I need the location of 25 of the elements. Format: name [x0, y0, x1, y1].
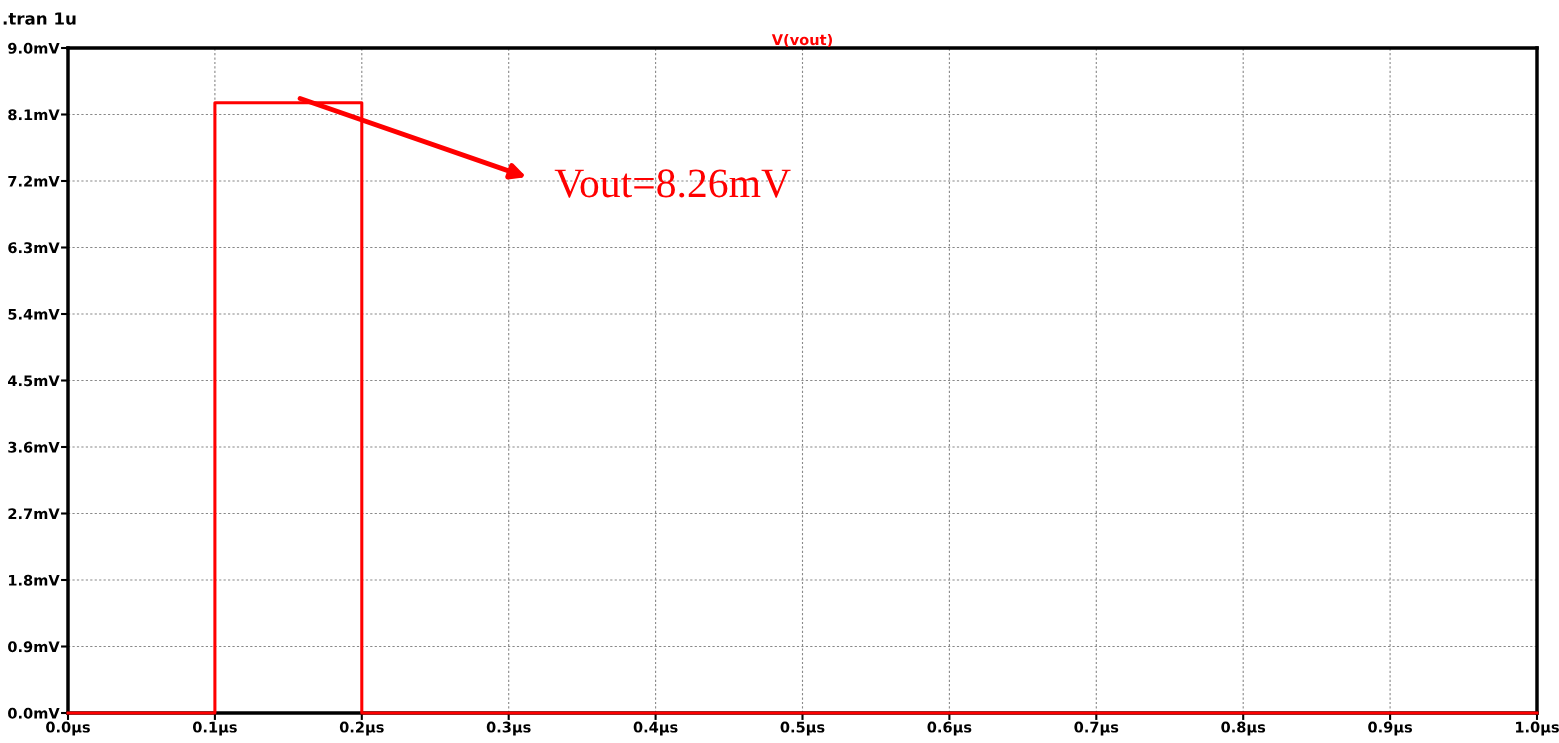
y-tick-label: 5.4mV: [8, 308, 60, 320]
text: .tran 1u: [3, 12, 76, 25]
chart-title: V(vout): [771, 33, 832, 47]
annotation: Vout=8.26mV: [554, 169, 791, 198]
y-tick-label: 2.7mV: [8, 508, 60, 520]
y-tick-label: 3.6mV: [8, 441, 60, 453]
y-tick-label: 6.3mV: [8, 242, 60, 254]
y-tick-label: 4.5mV: [8, 375, 60, 387]
y-tick-label: 9.0mV: [8, 42, 60, 54]
y-tick-label: 7.2mV: [8, 175, 60, 187]
x-tick-label: 0.6µs: [927, 721, 972, 736]
y-tick-label: 8.1mV: [8, 109, 60, 121]
x-tick-label: 0.8µs: [1221, 721, 1266, 736]
x-tick-label: 0.1µs: [192, 721, 237, 736]
x-tick-label: 0.9µs: [1368, 721, 1413, 736]
y-tick-label: 0.0mV: [8, 707, 60, 719]
x-tick-label: 0.2µs: [339, 721, 384, 736]
x-tick-label: 0.4µs: [633, 721, 678, 736]
y-tick-label: 1.8mV: [9, 574, 60, 586]
x-tick-label: 0.3µs: [486, 721, 531, 736]
x-tick-label: 0.0µs: [46, 721, 90, 736]
x-tick-label: 0.5µs: [780, 721, 825, 736]
y-tick-label: 0.9mV: [8, 641, 60, 653]
x-tick-label: 1.0µs: [1516, 721, 1559, 736]
x-tick-label: 0.7µs: [1074, 721, 1119, 736]
